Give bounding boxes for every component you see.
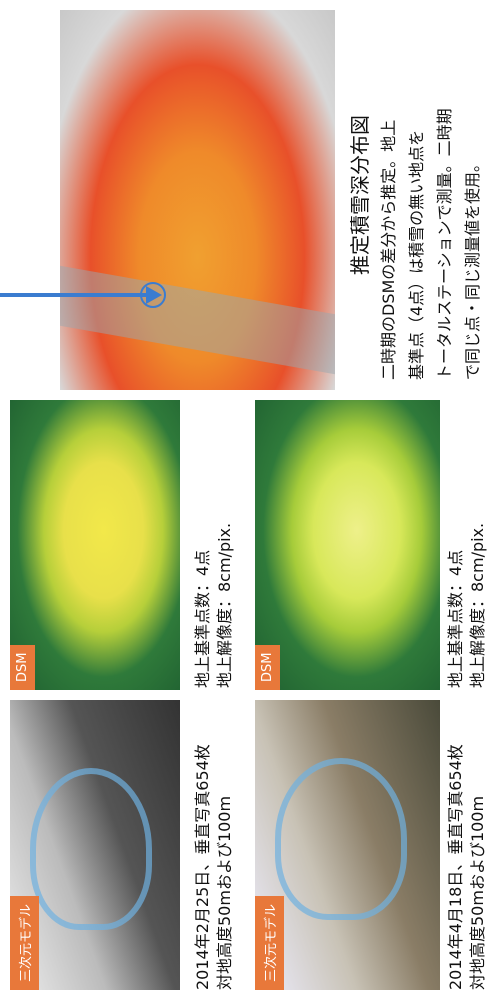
map-title: 推定積雪深分布図 [345,10,375,380]
image-tag: DSM [255,645,280,690]
dsm-image: DSM [255,400,440,690]
page: {"panels":[ {"tag":"三次元モデル","caption":["… [0,0,494,1000]
caption-line: 地上解像度：8cm/pix. [467,523,489,688]
caption-line: 地上解像度：8cm/pix. [214,523,236,688]
model-image: 三次元モデル [255,700,440,990]
description-line: 基準点（4点）は積雪の無い地点を [403,10,431,380]
caption: 地上基準点数：4点地上解像度：8cm/pix. [192,523,236,688]
image-tag: 三次元モデル [255,896,284,990]
description-line: で同じ点・同じ測量値を使用。 [459,10,487,380]
caption-line: 地上基準点数：4点 [445,523,467,688]
caption-line: 対地高度50mおよび100m [214,744,236,990]
model-image: 三次元モデル [10,700,180,990]
image-tag: DSM [10,645,35,690]
snow-depth-map [60,10,335,390]
description-line: 二時期のDSMの差分から推定。地上 [375,10,403,380]
arrow [0,270,165,320]
dsm-image: DSM [10,400,180,690]
description-line: トータルステーションで測量。二時期 [431,10,459,380]
caption-line: 2014年2月25日、垂直写真654枚 [192,744,214,990]
caption-line: 地上基準点数：4点 [192,523,214,688]
image-tag: 三次元モデル [10,896,39,990]
caption: 2014年2月25日、垂直写真654枚対地高度50mおよび100m [192,744,236,990]
caption-line: 2014年4月18日、垂直写真654枚 [445,744,467,990]
figure: 三次元モデル 2014年2月25日、垂直写真654枚対地高度50mおよび100m… [0,0,494,1000]
caption: 地上基準点数：4点地上解像度：8cm/pix. [445,523,489,688]
map-description: 推定積雪深分布図 二時期のDSMの差分から推定。地上 基準点（4点）は積雪の無い… [345,10,487,380]
caption: 2014年4月18日、垂直写真654枚対地高度50mおよび100m [445,744,489,990]
caption-line: 対地高度50mおよび100m [467,744,489,990]
